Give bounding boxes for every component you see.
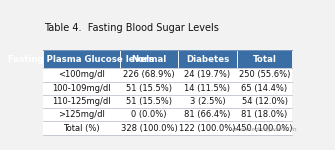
Text: 81 (66.4%): 81 (66.4%) bbox=[184, 110, 230, 119]
Text: 24 (19.7%): 24 (19.7%) bbox=[184, 70, 230, 79]
Text: <100mg/dl: <100mg/dl bbox=[58, 70, 105, 79]
Text: 226 (68.9%): 226 (68.9%) bbox=[123, 70, 175, 79]
Bar bbox=[237, 50, 292, 68]
Bar bbox=[43, 95, 292, 108]
Text: Normal: Normal bbox=[131, 55, 166, 64]
Text: 0 (0.0%): 0 (0.0%) bbox=[131, 110, 167, 119]
Text: 3 (2.5%): 3 (2.5%) bbox=[190, 97, 225, 106]
Text: Total (%): Total (%) bbox=[63, 123, 100, 132]
Text: 81 (18.0%): 81 (18.0%) bbox=[242, 110, 288, 119]
Bar bbox=[120, 50, 178, 68]
Text: 122 (100.0%): 122 (100.0%) bbox=[179, 123, 236, 132]
Text: 14 (11.5%): 14 (11.5%) bbox=[184, 84, 230, 93]
Text: >125mg/dl: >125mg/dl bbox=[58, 110, 105, 119]
Text: 250 (55.6%): 250 (55.6%) bbox=[239, 70, 290, 79]
Bar bbox=[43, 108, 292, 121]
Text: www.medicaljournal.in: www.medicaljournal.in bbox=[231, 127, 297, 132]
Text: 110-125mg/dl: 110-125mg/dl bbox=[52, 97, 111, 106]
Text: 51 (15.5%): 51 (15.5%) bbox=[126, 97, 172, 106]
Bar bbox=[43, 50, 120, 68]
Bar bbox=[43, 68, 292, 82]
Text: 450 (100.0%): 450 (100.0%) bbox=[236, 123, 293, 132]
Bar bbox=[43, 82, 292, 95]
Text: 51 (15.5%): 51 (15.5%) bbox=[126, 84, 172, 93]
Text: 54 (12.0%): 54 (12.0%) bbox=[242, 97, 287, 106]
Text: 328 (100.0%): 328 (100.0%) bbox=[121, 123, 177, 132]
Text: 100-109mg/dl: 100-109mg/dl bbox=[52, 84, 111, 93]
Text: Diabetes: Diabetes bbox=[186, 55, 229, 64]
Text: Fasting Plasma Glucose levels: Fasting Plasma Glucose levels bbox=[8, 55, 154, 64]
Bar bbox=[43, 121, 292, 135]
Text: 65 (14.4%): 65 (14.4%) bbox=[242, 84, 287, 93]
Text: Table 4.  Fasting Blood Sugar Levels: Table 4. Fasting Blood Sugar Levels bbox=[45, 23, 219, 33]
Text: Total: Total bbox=[253, 55, 276, 64]
Bar bbox=[178, 50, 237, 68]
